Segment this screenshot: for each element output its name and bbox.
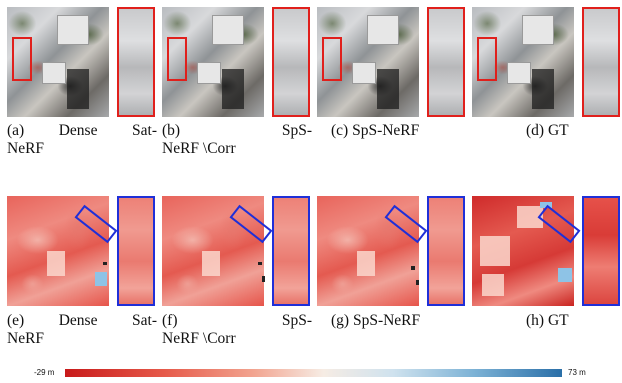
- elevation-map-image: [317, 196, 428, 306]
- zoomed-crop: [272, 196, 310, 306]
- caption-f: (f) SpS- NeRF \Corr: [162, 312, 312, 347]
- zoomed-crop: [427, 196, 465, 306]
- satellite-render-image: [317, 7, 419, 117]
- zoom-region-box: [74, 204, 118, 244]
- satellite-render-image: [472, 7, 574, 117]
- colorbar-max-label: 73 m: [568, 368, 586, 377]
- caption-g: (g) SpS-NeRF: [331, 312, 421, 329]
- zoomed-crop: [117, 7, 155, 117]
- zoomed-crop: [117, 196, 155, 306]
- zoom-region-box: [322, 37, 342, 81]
- zoom-region-box: [537, 204, 581, 244]
- elevation-colorbar: -29 m 73 m: [30, 367, 600, 379]
- zoom-region-box: [477, 37, 497, 81]
- zoomed-crop: [582, 7, 620, 117]
- zoom-region-box: [167, 37, 187, 81]
- zoomed-crop: [582, 196, 620, 306]
- satellite-render-image: [162, 7, 264, 117]
- zoom-region-box: [384, 204, 428, 244]
- colorbar-gradient: [65, 369, 562, 377]
- caption-c: (c) SpS-NeRF: [331, 122, 420, 139]
- elevation-map-image: [7, 196, 118, 306]
- colorbar-min-label: -29 m: [34, 368, 55, 377]
- caption-b: (b) SpS- NeRF \Corr: [162, 122, 312, 157]
- caption-h: (h) GT: [526, 312, 569, 329]
- zoomed-crop: [272, 7, 310, 117]
- caption-d: (d) GT: [526, 122, 569, 139]
- zoom-region-box: [12, 37, 32, 81]
- satellite-render-image: [7, 7, 109, 117]
- caption-e: (e) Dense Sat- NeRF: [7, 312, 157, 347]
- zoomed-crop: [427, 7, 465, 117]
- caption-a: (a) Dense Sat- NeRF: [7, 122, 157, 157]
- elevation-map-image: [472, 196, 581, 306]
- zoom-region-box: [229, 204, 273, 244]
- elevation-map-image: [162, 196, 273, 306]
